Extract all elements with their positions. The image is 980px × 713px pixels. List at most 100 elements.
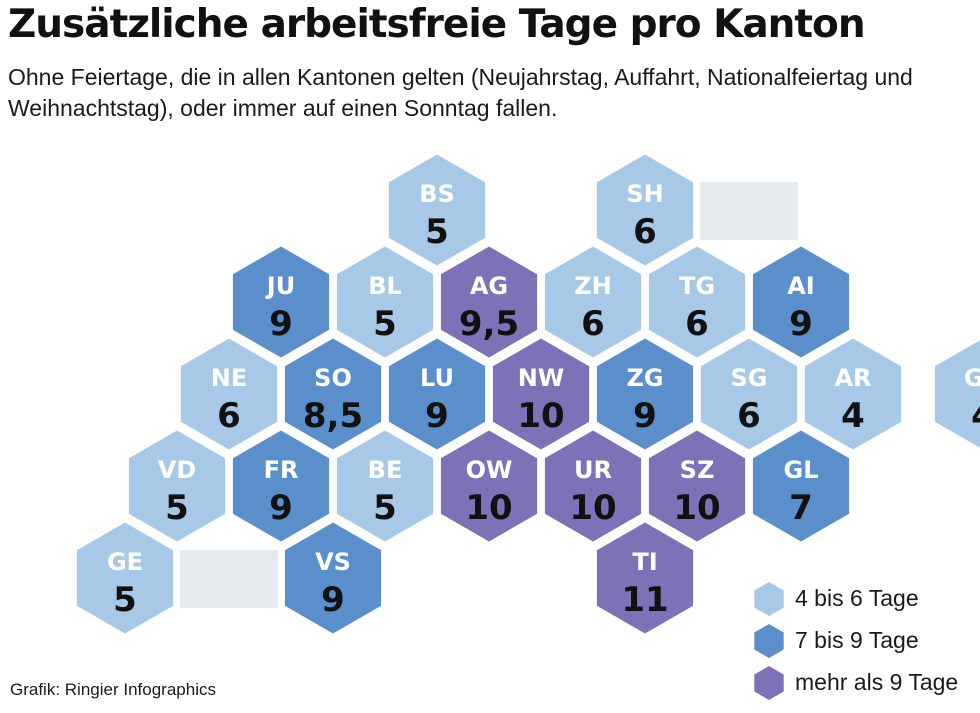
canton-code: SH: [626, 180, 663, 208]
canton-code: FR: [264, 456, 299, 484]
canton-days-value: 10: [465, 488, 512, 528]
canton-days-value: 4: [971, 396, 980, 436]
canton-hex-shape: [492, 338, 590, 450]
canton-hex-shape: [596, 154, 694, 266]
canton-code: AG: [470, 272, 508, 300]
canton-hex-ag: AG 9,5: [440, 246, 538, 358]
canton-hex-shape: [440, 430, 538, 542]
canton-days-value: 9: [425, 396, 449, 436]
canton-hex-shape: [752, 246, 850, 358]
canton-hex-shape: [804, 338, 902, 450]
canton-hex-ow: OW 10: [440, 430, 538, 542]
canton-hex-vd: VD 5: [128, 430, 226, 542]
canton-hex-nw: NW 10: [492, 338, 590, 450]
canton-hex-ne: NE 6: [180, 338, 278, 450]
canton-hex-vs: VS 9: [284, 522, 382, 634]
canton-days-value: 5: [165, 488, 189, 528]
canton-days-value: 7: [789, 488, 813, 528]
chart-title: Zusätzliche arbeitsfreie Tage pro Kanton: [8, 2, 866, 47]
canton-code: VS: [315, 548, 351, 576]
canton-hex-sh: SH 6: [596, 154, 694, 266]
canton-hex-bs: BS 5: [388, 154, 486, 266]
canton-hex-zh: ZH 6: [544, 246, 642, 358]
canton-days-value: 6: [737, 396, 761, 436]
canton-days-value: 6: [633, 212, 657, 252]
canton-hex-shape: [596, 522, 694, 634]
canton-code: OW: [466, 456, 513, 484]
canton-code: GL: [784, 456, 819, 484]
legend-label: mehr als 9 Tage: [795, 669, 959, 695]
canton-hex-ju: JU 9: [232, 246, 330, 358]
canton-code: SO: [314, 364, 352, 392]
canton-hex-shape: [76, 522, 174, 634]
canton-code: ZH: [574, 272, 612, 300]
empty-cell: [700, 182, 798, 240]
canton-hex-shape: [336, 246, 434, 358]
canton-days-value: 10: [673, 488, 720, 528]
canton-hex-shape: [388, 154, 486, 266]
canton-days-value: 5: [113, 580, 137, 620]
canton-code: UR: [574, 456, 612, 484]
canton-days-value: 9,5: [459, 304, 519, 344]
canton-hex-ar: AR 4: [804, 338, 902, 450]
canton-days-value: 8,5: [303, 396, 363, 436]
canton-hex-gl: GL 7: [752, 430, 850, 542]
legend-swatch-hex-icon: [754, 624, 784, 658]
canton-hex-shape: [440, 246, 538, 358]
canton-days-value: 6: [685, 304, 709, 344]
canton-code: NW: [518, 364, 565, 392]
canton-hex-tg: TG 6: [648, 246, 746, 358]
canton-hex-lu: LU 9: [388, 338, 486, 450]
canton-days-value: 6: [217, 396, 241, 436]
canton-hex-shape: [648, 430, 746, 542]
canton-hex-shape: [180, 338, 278, 450]
canton-hex-shape: [128, 430, 226, 542]
canton-hex-shape: [284, 522, 382, 634]
canton-hex-be: BE 5: [336, 430, 434, 542]
canton-code: TG: [679, 272, 715, 300]
canton-hex-shape: [700, 338, 798, 450]
canton-hex-shape: [232, 246, 330, 358]
canton-hex-shape: [232, 430, 330, 542]
canton-hex-sz: SZ 10: [648, 430, 746, 542]
canton-hex-shape: [544, 246, 642, 358]
canton-code: AI: [787, 272, 815, 300]
canton-code: ZG: [626, 364, 663, 392]
canton-code: LU: [420, 364, 454, 392]
canton-code: GE: [107, 548, 143, 576]
canton-hex-so: SO 8,5: [284, 338, 382, 450]
canton-days-value: 9: [321, 580, 345, 620]
canton-hex-ti: TI 11: [596, 522, 694, 634]
canton-days-value: 5: [425, 212, 449, 252]
canton-hex-ai: AI 9: [752, 246, 850, 358]
canton-code: BE: [368, 456, 403, 484]
canton-code: BL: [368, 272, 402, 300]
canton-code: SG: [731, 364, 768, 392]
canton-hex-ge: GE 5: [76, 522, 174, 634]
canton-hex-fr: FR 9: [232, 430, 330, 542]
canton-code: VD: [158, 456, 197, 484]
canton-days-value: 6: [581, 304, 605, 344]
canton-hex-sg: SG 6: [700, 338, 798, 450]
canton-hex-shape: [388, 338, 486, 450]
canton-hex-shape: [336, 430, 434, 542]
canton-days-value: 4: [841, 396, 865, 436]
legend-swatch-hex-icon: [754, 582, 784, 616]
canton-hex-shape: [544, 430, 642, 542]
canton-hex-shape: [596, 338, 694, 450]
source-credit: Grafik: Ringier Infographics: [10, 680, 216, 699]
canton-code: TI: [632, 548, 657, 576]
canton-days-value: 9: [633, 396, 657, 436]
canton-code: NE: [211, 364, 247, 392]
canton-code: AR: [834, 364, 871, 392]
canton-code: BS: [419, 180, 455, 208]
canton-days-value: 9: [269, 304, 293, 344]
canton-days-value: 11: [621, 580, 668, 620]
canton-hex-gr: GR 4: [934, 340, 980, 448]
empty-cell: [180, 550, 278, 608]
canton-hex-shape: [934, 340, 980, 448]
legend-label: 4 bis 6 Tage: [795, 585, 919, 611]
canton-hex-ur: UR 10: [544, 430, 642, 542]
canton-code: JU: [265, 272, 295, 300]
